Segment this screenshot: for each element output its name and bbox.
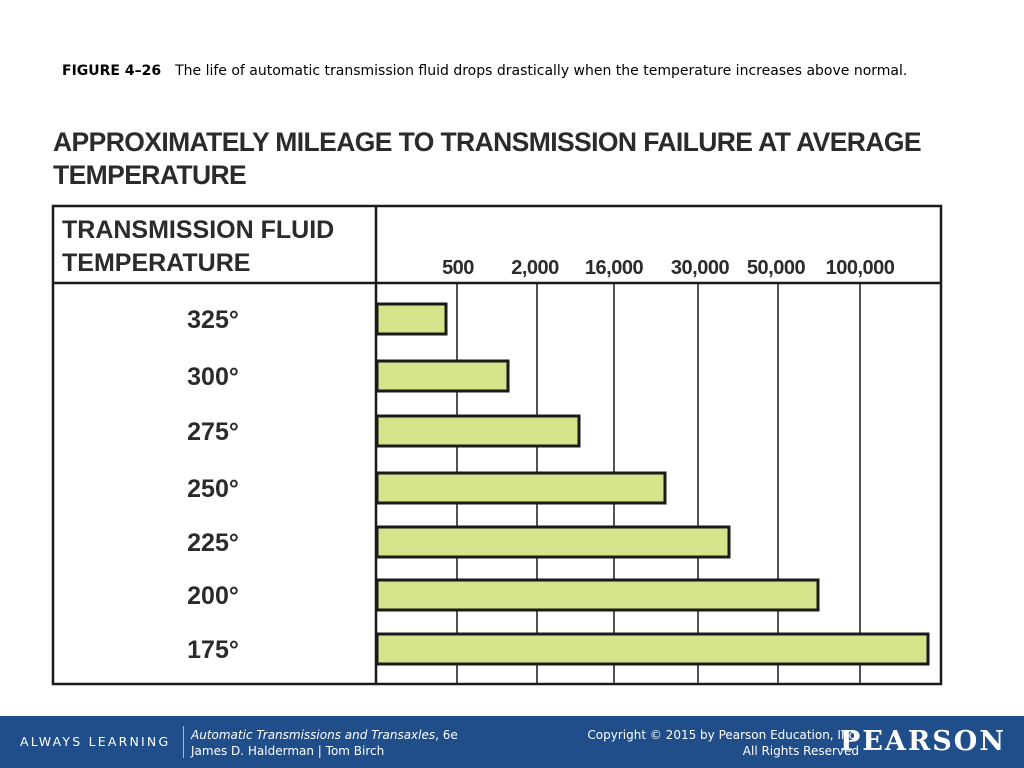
row-header-line-2: TEMPERATURE (62, 249, 250, 277)
category-label-300deg: 300° (187, 363, 239, 391)
bar-200deg (375, 578, 820, 612)
tick-label-100000: 100,000 (826, 257, 895, 279)
bar-175deg (375, 632, 930, 666)
figure-caption: FIGURE 4–26 The life of automatic transmi… (62, 62, 972, 81)
figure-caption-text: The life of automatic transmission fluid… (175, 63, 908, 79)
footer-divider (183, 726, 184, 758)
tick-label-50000: 50,000 (747, 257, 806, 279)
bar-250deg (375, 471, 667, 505)
copyright-line-2: All Rights Reserved (742, 744, 859, 758)
book-edition: , 6e (435, 728, 458, 742)
tick-label-2000: 2,000 (511, 257, 559, 279)
always-learning-tagline: ALWAYS LEARNING (20, 734, 171, 749)
bar-275deg (375, 414, 581, 448)
bar-325deg (375, 302, 448, 336)
book-info: Automatic Transmissions and Transaxles, … (191, 727, 458, 759)
footer-bar: ALWAYS LEARNING Automatic Transmissions … (0, 716, 1024, 768)
figure-label: FIGURE 4–26 (62, 63, 162, 79)
y-category-labels: 325° 300° 275° 250° 225° 200° 175° (187, 306, 239, 664)
category-label-250deg: 250° (187, 475, 239, 503)
chart-frame (51, 204, 943, 686)
tick-label-500: 500 (442, 257, 474, 279)
copyright-notice: Copyright © 2015 by Pearson Education, I… (587, 727, 859, 759)
book-title: Automatic Transmissions and Transaxles (191, 728, 436, 742)
category-label-275deg: 275° (187, 418, 239, 446)
bar-300deg (375, 359, 510, 393)
tick-label-16000: 16,000 (585, 257, 644, 279)
tick-label-30000: 30,000 (671, 257, 730, 279)
chart-bars (375, 302, 930, 666)
chart-title: APPROXIMATELY MILEAGE TO TRANSMISSION FA… (53, 127, 922, 190)
category-label-200deg: 200° (187, 582, 239, 610)
copyright-line-1: Copyright © 2015 by Pearson Education, I… (587, 728, 859, 742)
category-label-325deg: 325° (187, 306, 239, 334)
row-header-line-1: TRANSMISSION FLUID (62, 216, 334, 244)
category-label-225deg: 225° (187, 529, 239, 557)
category-label-175deg: 175° (187, 636, 239, 664)
x-tick-labels: 500 2,000 16,000 30,000 50,000 100,000 (442, 257, 895, 279)
mileage-bar-chart: TRANSMISSION FLUID TEMPERATURE 500 2,000 1… (51, 204, 943, 686)
bar-225deg (375, 525, 731, 559)
pearson-logo: PEARSON (840, 726, 1006, 757)
book-authors: James D. Halderman | Tom Birch (191, 744, 385, 758)
